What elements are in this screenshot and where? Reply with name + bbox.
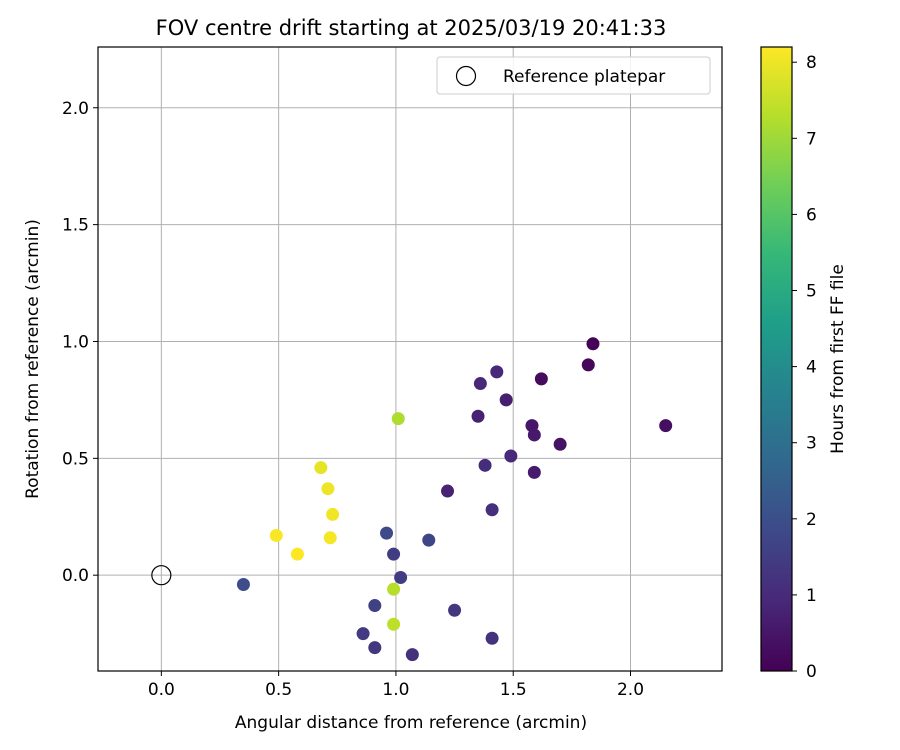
data-point	[368, 599, 382, 613]
data-point	[323, 531, 337, 545]
colorbar-tick-label: 8	[806, 53, 817, 73]
data-point	[441, 484, 455, 498]
data-point	[269, 528, 283, 542]
colorbar-ticks: 0 1 2 3 4 5 6 7 8	[792, 53, 817, 682]
data-point	[380, 526, 394, 540]
data-point	[534, 372, 548, 386]
y-tick-label: 0.5	[62, 449, 89, 469]
data-point	[391, 412, 405, 426]
grid-lines	[98, 47, 722, 671]
data-point	[405, 648, 419, 662]
colorbar-tick-label: 7	[806, 129, 817, 149]
data-point	[473, 377, 487, 391]
data-point	[290, 547, 304, 561]
data-point	[504, 449, 518, 463]
colorbar-tick-label: 2	[806, 510, 817, 530]
legend-entry-label: Reference platepar	[503, 67, 665, 87]
data-point	[586, 337, 600, 351]
data-point	[485, 631, 499, 645]
legend: Reference platepar	[436, 56, 711, 95]
x-tick-label: 0.0	[148, 680, 175, 700]
colorbar-frame	[760, 46, 793, 672]
data-point	[527, 465, 541, 479]
data-point	[368, 641, 382, 655]
plot-frame	[97, 46, 723, 672]
y-tick-label: 1.5	[62, 216, 89, 236]
colorbar-tick-label: 6	[806, 205, 817, 225]
data-point	[478, 458, 492, 472]
x-axis-label: Angular distance from reference (arcmin)	[235, 713, 587, 733]
data-point	[321, 482, 335, 496]
colorbar-tick-label: 1	[806, 586, 817, 606]
data-point	[387, 547, 401, 561]
colorbar-gradient	[761, 47, 792, 671]
y-tick-label: 2.0	[62, 99, 89, 119]
reference-point	[151, 565, 172, 586]
data-point	[659, 419, 673, 433]
x-tick-label: 1.5	[500, 680, 527, 700]
data-point	[387, 582, 401, 596]
data-point	[471, 409, 485, 423]
data-points	[236, 337, 673, 662]
data-point	[394, 571, 408, 585]
data-point	[499, 393, 513, 407]
x-tick-label: 2.0	[617, 680, 644, 700]
colorbar-tick-label: 4	[806, 358, 817, 378]
legend-box	[436, 56, 711, 95]
data-point	[485, 503, 499, 517]
chart-title: FOV centre drift starting at 2025/03/19 …	[156, 16, 667, 40]
data-point	[448, 603, 462, 617]
y-tick-label: 0.0	[62, 566, 89, 586]
colorbar-tick-label: 5	[806, 282, 817, 302]
colorbar-tick-label: 3	[806, 434, 817, 454]
legend-marker-open-circle	[455, 65, 477, 87]
data-point	[356, 627, 370, 641]
data-point	[387, 617, 401, 631]
colorbar-tick-label: 0	[806, 662, 817, 682]
axis-ticks: 0.0 0.5 1.0 1.5 2.0 0.0 0.5 1.0 1.5 2.0	[62, 99, 644, 700]
data-point	[581, 358, 595, 372]
data-point	[490, 365, 504, 379]
y-tick-label: 1.0	[62, 332, 89, 352]
data-point	[422, 533, 436, 547]
data-point	[326, 507, 340, 521]
colorbar-label: Hours from first FF file	[828, 264, 848, 454]
data-point	[553, 437, 567, 451]
reference-platepar-marker	[151, 565, 172, 586]
data-point	[314, 461, 328, 475]
x-tick-label: 0.5	[265, 680, 292, 700]
data-point	[236, 578, 250, 592]
colorbar: 0 1 2 3 4 5 6 7 8 Hours from first FF file	[760, 46, 848, 682]
data-point	[527, 428, 541, 442]
x-tick-label: 1.0	[382, 680, 409, 700]
y-axis-label: Rotation from reference (arcmin)	[23, 219, 43, 499]
